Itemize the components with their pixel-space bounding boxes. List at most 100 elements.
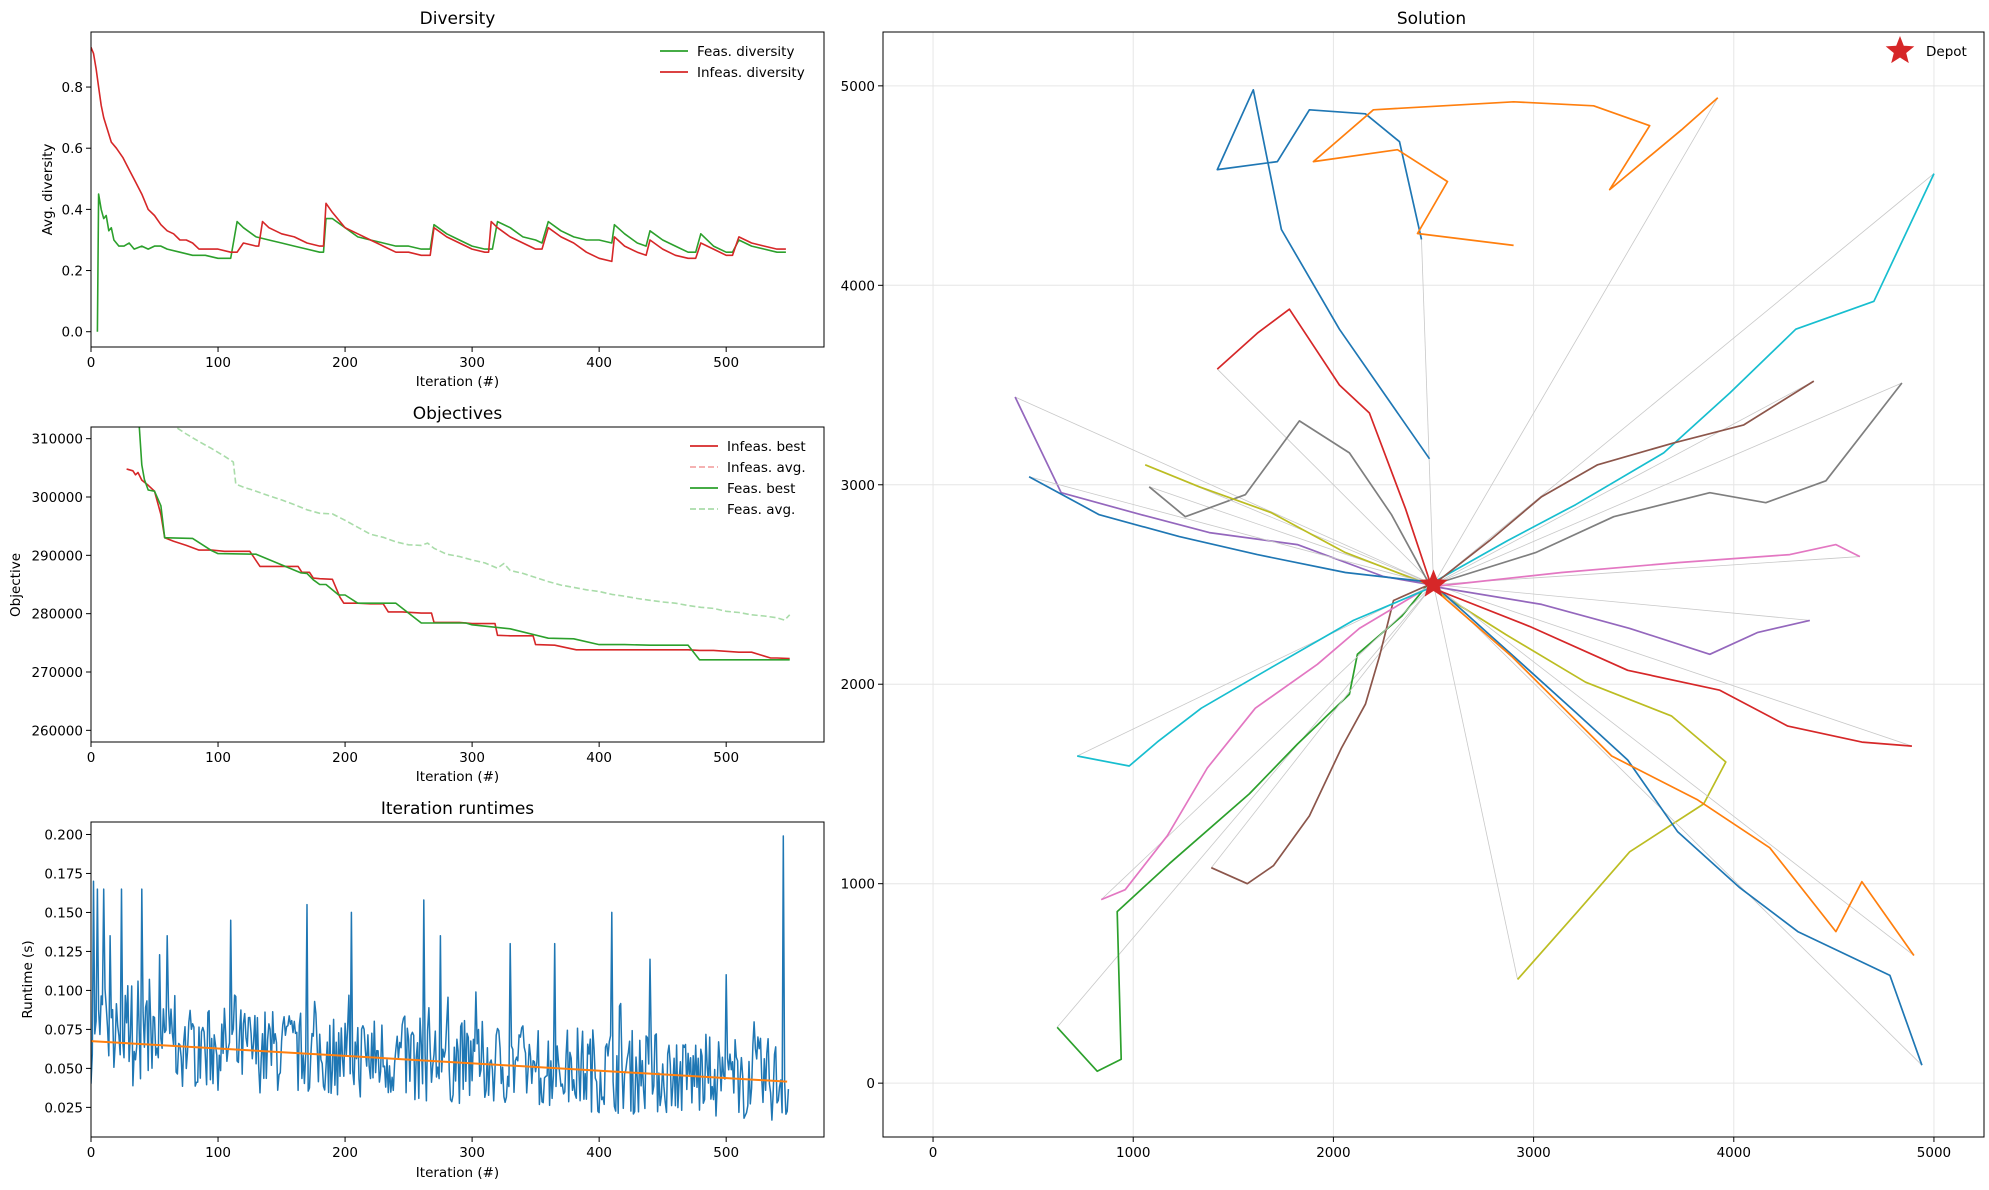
y-tick-label: 260000 — [31, 723, 83, 739]
depot-connector — [1433, 584, 1913, 747]
route-line-12 — [1433, 587, 1912, 747]
depot-connector — [1433, 380, 1815, 585]
x-tick-label: 0 — [87, 1145, 96, 1161]
route-line-1 — [1312, 97, 1719, 247]
route-line-11 — [1432, 587, 1915, 956]
diversity-panel: Diversity 0 100 200 300 400 500 0.00.20.40.60… — [40, 9, 825, 390]
runtimes-x-ticks: 0 100 200 300 400 500 — [87, 1137, 739, 1161]
x-tick-label: 400 — [586, 355, 612, 371]
runtime-trend-line — [90, 1040, 788, 1083]
legend-label-infeas-avg: Infeas. avg. — [727, 460, 806, 476]
diversity-plot-area — [91, 46, 786, 332]
route-line-5 — [1210, 583, 1430, 885]
x-tick-label: 300 — [459, 355, 485, 371]
depot-connector — [1433, 584, 1810, 621]
y-tick-label: 0.075 — [44, 1022, 83, 1038]
route-line-0 — [1216, 88, 1431, 460]
legend-label-depot: Depot — [1926, 44, 1967, 60]
runtimes-axes-frame — [90, 821, 825, 1138]
x-tick-label: 200 — [332, 355, 358, 371]
legend-label-infeas-best: Infeas. best — [727, 439, 806, 455]
legend-label-feas-diversity: Feas. diversity — [697, 44, 794, 60]
x-tick-label: 500 — [713, 1145, 739, 1161]
y-tick-label: 280000 — [31, 607, 83, 623]
solution-legend: Depot — [1885, 36, 1967, 64]
x-tick-label: 0 — [87, 355, 96, 371]
route-line-19 — [1028, 476, 1434, 584]
y-tick-label: 0.050 — [44, 1061, 83, 1077]
objectives-x-ticks: 0 100 200 300 400 500 — [87, 742, 739, 766]
depot-connector — [1056, 584, 1434, 1028]
depot-connector — [1100, 584, 1434, 900]
diversity-axes-frame — [90, 31, 825, 348]
x-tick-label: 200 — [332, 1145, 358, 1161]
route-line-17 — [1144, 464, 1434, 588]
x-tick-label: 500 — [713, 750, 739, 766]
y-tick-label: 0.8 — [62, 80, 83, 96]
objectives-panel: Objectives 0 100 200 300 400 500 260000 270000… — [8, 404, 825, 785]
depot-connector — [1077, 584, 1434, 757]
series-line-3 — [176, 427, 791, 621]
route-line-2 — [1056, 581, 1431, 1073]
y-tick-label: 0.2 — [62, 264, 83, 280]
depot-star-icon — [1419, 569, 1448, 597]
solution-title: Solution — [1397, 9, 1466, 29]
y-tick-label: 270000 — [31, 665, 83, 681]
objectives-title: Objectives — [413, 404, 503, 424]
solution-y-ticks: 0 1000 2000 3000 4000 5000 — [841, 79, 883, 1092]
x-tick-label: 1000 — [1116, 1145, 1150, 1161]
x-tick-label: 200 — [332, 750, 358, 766]
solution-x-ticks: 0 1000 2000 3000 4000 5000 — [929, 1137, 1951, 1161]
objectives-legend: Infeas. best Infeas. avg. Feas. best Fea… — [690, 439, 806, 518]
y-tick-label: 3000 — [841, 478, 875, 494]
x-tick-label: 400 — [586, 750, 612, 766]
diversity-y-ticks: 0.0 0.2 0.4 0.6 0.8 — [62, 80, 91, 341]
solution-panel: Solution 0 1000 2000 3000 4000 5000 0 1000 2000… — [841, 9, 1985, 1161]
depot-connector — [1433, 556, 1860, 585]
route-line-3 — [1216, 308, 1431, 581]
objectives-x-label: Iteration (#) — [416, 769, 499, 785]
y-tick-label: 0.4 — [62, 202, 83, 218]
depot-connector — [1421, 239, 1434, 585]
y-tick-label: 0.125 — [44, 944, 83, 960]
y-tick-label: 0.175 — [44, 866, 83, 882]
y-tick-label: 1000 — [841, 877, 875, 893]
objectives-axes-frame — [90, 426, 825, 743]
y-tick-label: 310000 — [31, 432, 83, 448]
objectives-y-ticks: 260000 270000 280000 290000 300000 310000 — [31, 432, 91, 739]
diversity-y-label: Avg. diversity — [40, 144, 56, 236]
depot-connector — [1014, 396, 1434, 585]
x-tick-label: 3000 — [1516, 1145, 1550, 1161]
y-tick-label: 5000 — [841, 79, 875, 95]
runtimes-x-label: Iteration (#) — [416, 1165, 499, 1181]
y-tick-label: 4000 — [841, 278, 875, 294]
y-tick-label: 290000 — [31, 548, 83, 564]
series-line-0 — [126, 468, 790, 660]
diversity-legend: Feas. diversity Infeas. diversity — [660, 44, 805, 81]
x-tick-label: 100 — [205, 750, 231, 766]
route-line-15 — [1433, 543, 1861, 588]
x-tick-label: 400 — [586, 1145, 612, 1161]
runtimes-plot-area — [90, 835, 790, 1121]
route-line-9 — [1429, 173, 1935, 586]
route-line-8 — [1429, 585, 1727, 980]
x-tick-label: 4000 — [1717, 1145, 1751, 1161]
x-tick-label: 300 — [459, 1145, 485, 1161]
route-line-18 — [1077, 585, 1434, 767]
x-tick-label: 500 — [713, 355, 739, 371]
x-tick-label: 100 — [205, 1145, 231, 1161]
depot-connector — [1433, 173, 1935, 585]
y-tick-label: 0.025 — [44, 1100, 83, 1116]
series-line-0 — [96, 193, 786, 332]
x-tick-label: 5000 — [1917, 1145, 1951, 1161]
runtimes-y-label: Runtime (s) — [20, 940, 36, 1018]
legend-depot-star-icon — [1885, 36, 1915, 64]
x-tick-label: 100 — [205, 355, 231, 371]
y-tick-label: 300000 — [31, 490, 83, 506]
route-line-6 — [1100, 585, 1430, 901]
runtimes-title: Iteration runtimes — [381, 799, 534, 819]
legend-label-infeas-diversity: Infeas. diversity — [697, 65, 805, 81]
y-tick-label: 0.0 — [62, 325, 83, 341]
y-tick-label: 0.100 — [44, 983, 83, 999]
